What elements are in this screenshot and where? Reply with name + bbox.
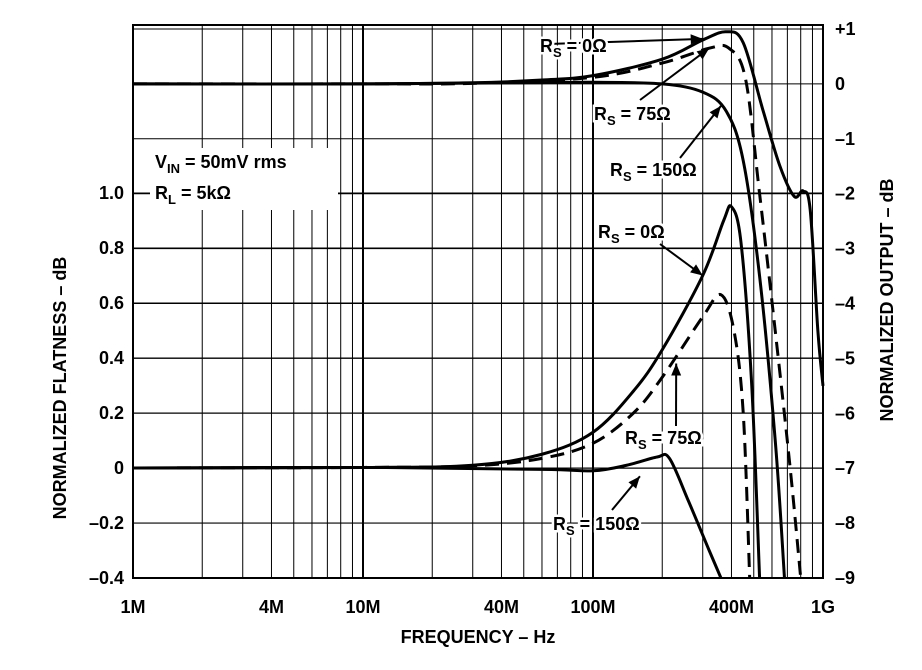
annotation-label-value: = 150Ω: [632, 160, 697, 180]
annotation-label-main: R: [610, 160, 623, 180]
left-y-tick-label: 0.8: [99, 238, 124, 258]
annotation-label-subscript: S: [607, 113, 616, 128]
conditions-background: [150, 148, 338, 210]
annotation-arrowhead: [690, 34, 703, 45]
rs-annotation: RS = 150Ω: [551, 475, 642, 541]
annotation-label: RS = 150Ω: [553, 514, 640, 538]
annotation-arrowhead: [690, 264, 703, 276]
left-y-tick-label: 0: [114, 458, 124, 478]
annotation-label-value: = 75Ω: [647, 428, 702, 448]
rs-annotation: RS = 0Ω: [538, 34, 703, 63]
left-y-tick-labels: 1.0 0.8 0.6 0.4 0.2 0 –0.2 –0.4: [89, 183, 124, 588]
x-tick-labels: 1M 4M 10M 40M 100M 400M 1G: [120, 597, 835, 617]
rs-annotation: RS = 75Ω: [592, 47, 710, 131]
annotation-label-subscript: S: [623, 169, 632, 184]
annotation-arrowhead: [709, 105, 721, 119]
right-y-tick-label: +1: [835, 19, 856, 39]
data-curves: [132, 30, 825, 579]
left-y-tick-label: 0.6: [99, 293, 124, 313]
annotation-label: RS = 75Ω: [625, 428, 702, 452]
annotation-label-main: R: [598, 222, 611, 242]
annotation-label: RS = 0Ω: [540, 36, 607, 60]
grid-minor-lines: [133, 25, 823, 579]
right-y-tick-label: –6: [835, 403, 855, 423]
annotation-label-subscript: S: [611, 231, 620, 246]
left-y-tick-label: 1.0: [99, 183, 124, 203]
annotation-label-value: = 75Ω: [616, 104, 671, 124]
x-axis-label: FREQUENCY – Hz: [401, 627, 556, 647]
annotation-label-main: R: [540, 36, 553, 56]
right-y-tick-label: –2: [835, 184, 855, 204]
right-y-tick-label: –7: [835, 458, 855, 478]
annotation-leader-line: [547, 37, 703, 45]
annotation-label-value: = 150Ω: [575, 514, 640, 534]
x-tick-label: 1M: [120, 597, 145, 617]
series-line: [132, 80, 786, 579]
series-line: [132, 204, 762, 579]
test-conditions-box: VIN = 50mV rms RL = 5kΩ: [150, 148, 338, 210]
right-y-axis-label: NORMALIZED OUTPUT – dB: [877, 179, 897, 422]
rs-annotation: RS = 0Ω: [596, 220, 704, 277]
right-y-tick-label: –4: [835, 294, 855, 314]
x-tick-label: 400M: [709, 597, 754, 617]
annotation-leader-line: [639, 47, 710, 101]
annotation-label-main: R: [625, 428, 638, 448]
right-y-tick-label: –5: [835, 348, 855, 368]
right-y-tick-label: 0: [835, 74, 845, 94]
annotation-label: RS = 75Ω: [594, 104, 671, 128]
x-tick-label: 40M: [484, 597, 519, 617]
annotation-label-main: R: [594, 104, 607, 124]
annotation-arrowhead: [671, 363, 682, 376]
rs-annotation: RS = 75Ω: [623, 363, 704, 455]
plot-border: [132, 24, 824, 579]
rs-annotation: RS = 150Ω: [608, 105, 722, 187]
annotation-label-subscript: S: [638, 437, 647, 452]
right-y-tick-label: –1: [835, 129, 855, 149]
annotation-label-main: R: [553, 514, 566, 534]
vin-condition-label: VIN = 50mV rms: [155, 152, 287, 176]
x-tick-label: 1G: [811, 597, 835, 617]
left-y-axis-label: NORMALIZED FLATNESS – dB: [50, 257, 70, 520]
right-y-tick-labels: +1 0 –1 –2 –3 –4 –5 –6 –7 –8 –9: [835, 19, 856, 588]
annotation-arrowhead: [696, 48, 710, 60]
annotation-arrowhead: [628, 476, 640, 489]
plot-frame: [132, 24, 824, 579]
annotation-label-subscript: S: [566, 523, 575, 538]
left-y-tick-label: –0.4: [89, 568, 124, 588]
left-y-tick-label: 0.4: [99, 348, 124, 368]
annotation-label: RS = 0Ω: [598, 222, 665, 246]
annotation-label: RS = 150Ω: [610, 160, 697, 184]
left-y-tick-label: 0.2: [99, 403, 124, 423]
series-line: [132, 452, 723, 579]
annotation-label-value: = 0Ω: [620, 222, 665, 242]
left-y-tick-label: –0.2: [89, 513, 124, 533]
annotation-label-value: = 0Ω: [562, 36, 607, 56]
right-y-tick-label: –9: [835, 568, 855, 588]
right-y-tick-label: –8: [835, 513, 855, 533]
annotation-label-subscript: S: [553, 45, 562, 60]
series-line: [132, 43, 803, 579]
rl-condition-label: RL = 5kΩ: [155, 183, 231, 207]
right-y-tick-label: –3: [835, 239, 855, 259]
x-tick-label: 100M: [570, 597, 615, 617]
x-tick-label: 10M: [345, 597, 380, 617]
x-tick-label: 4M: [259, 597, 284, 617]
